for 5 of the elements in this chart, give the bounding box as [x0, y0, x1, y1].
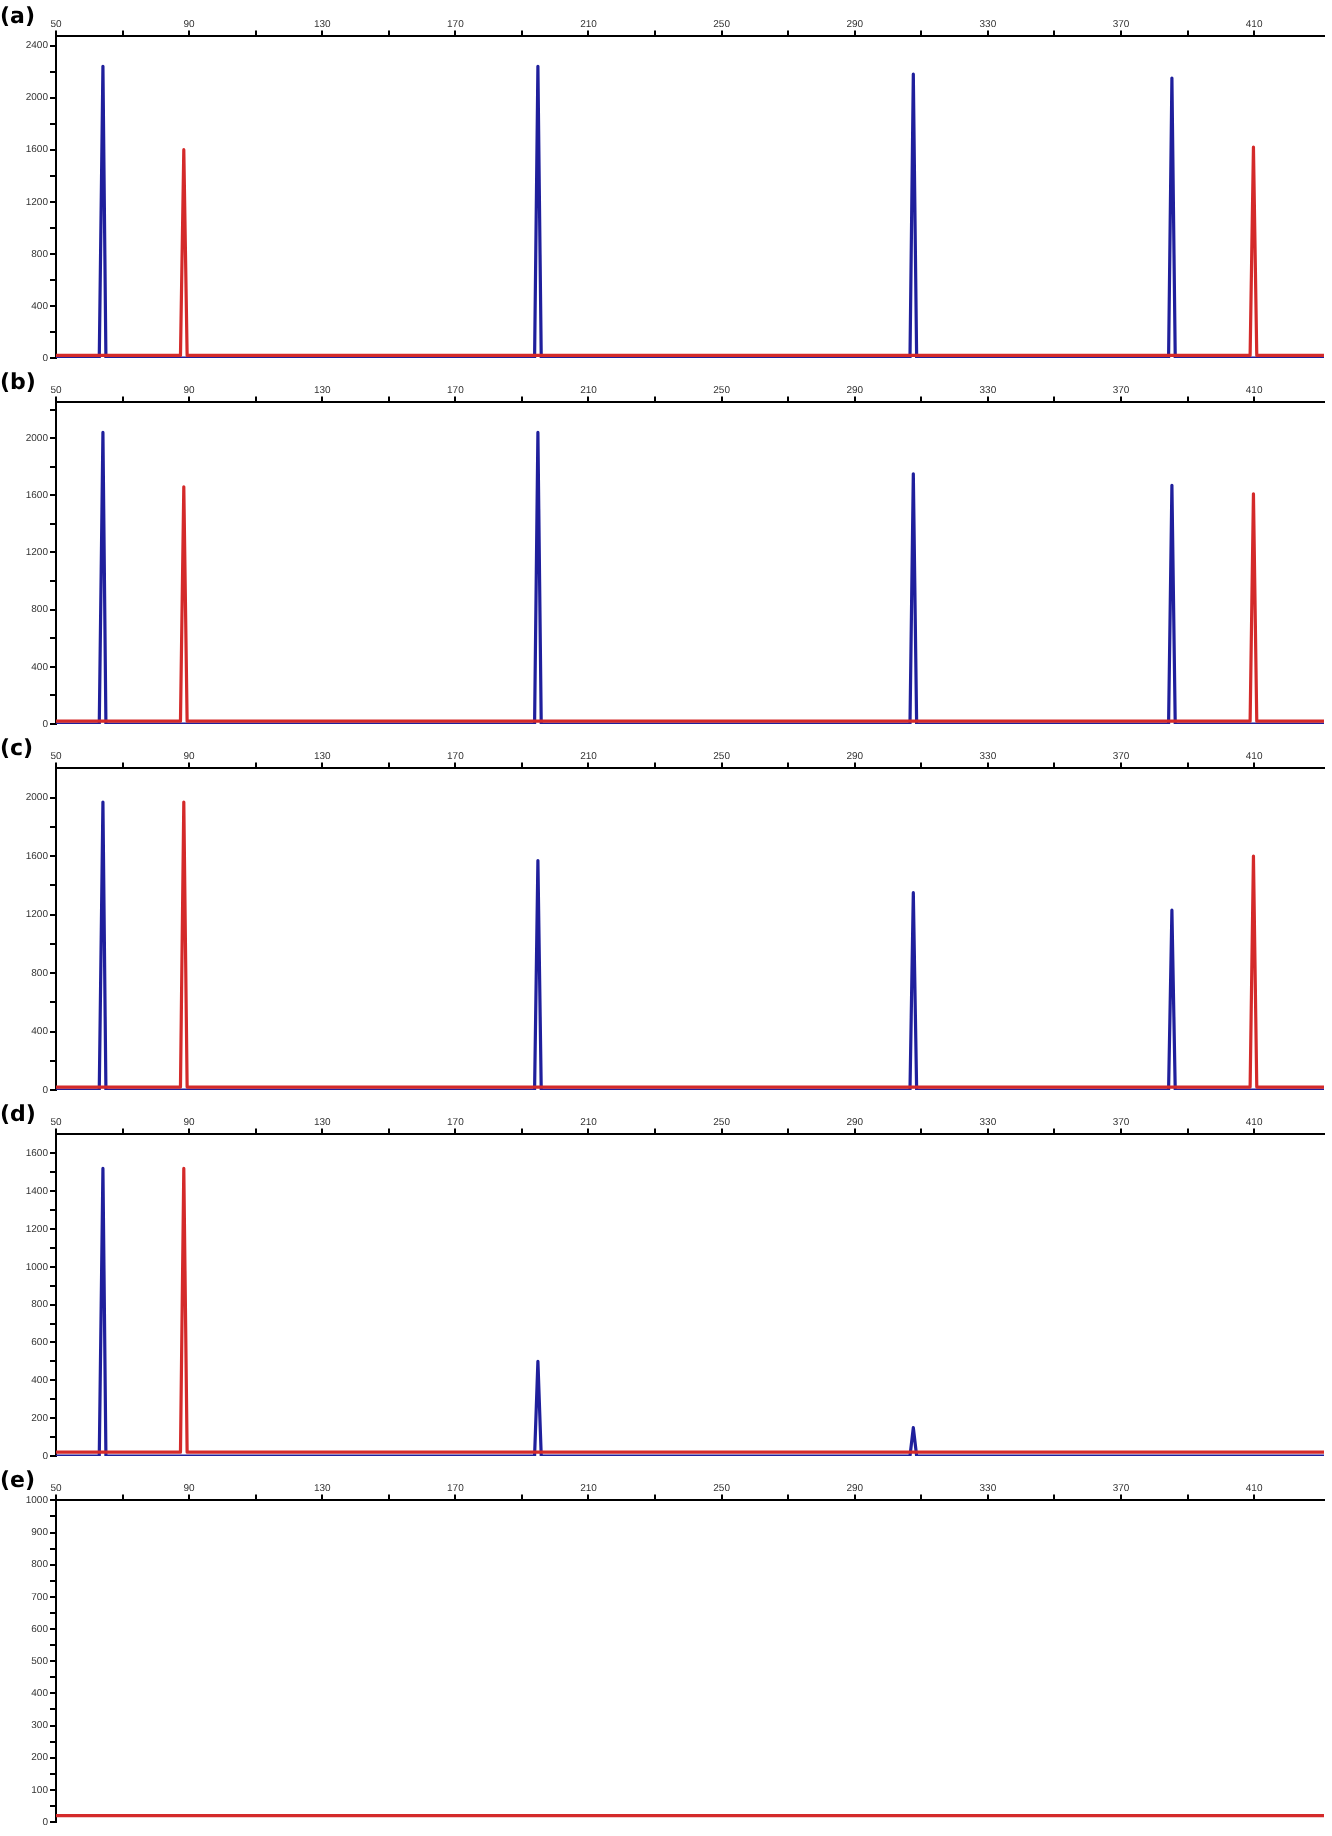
chart-title: (d)	[0, 1100, 36, 1127]
chart-title: (e)	[0, 1466, 36, 1493]
chart-title: (a)	[0, 2, 35, 29]
chart-title: (b)	[0, 368, 36, 395]
chart-title: (c)	[0, 734, 34, 761]
